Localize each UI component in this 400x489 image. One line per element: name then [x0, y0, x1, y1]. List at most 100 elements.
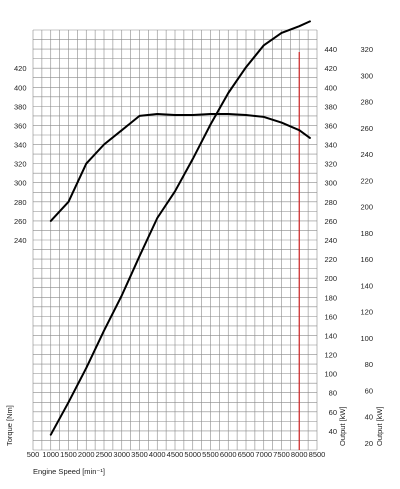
x-tick-label: 6500	[238, 450, 255, 459]
torque-tick-label: 380	[14, 102, 27, 111]
output-outer-tick-label: 300	[360, 71, 373, 80]
output-point	[245, 66, 247, 69]
output-inner-tick-label: 200	[324, 274, 337, 283]
torque-point	[298, 129, 301, 132]
output-inner-tick-label: 160	[324, 312, 337, 321]
grid	[32, 29, 318, 451]
torque-point	[191, 114, 194, 116]
output-outer-tick-label: 120	[360, 308, 373, 317]
torque-point	[309, 137, 311, 139]
x-tick-label: 3500	[131, 450, 148, 459]
torque-tick-label: 320	[14, 160, 27, 169]
output-outer-tick-label: 320	[360, 45, 373, 54]
torque-point	[209, 113, 212, 115]
output-point	[174, 190, 176, 193]
x-tick-label: 5500	[202, 450, 219, 459]
torque-point	[156, 113, 159, 115]
x-tick-label: 7000	[255, 450, 272, 459]
output-axis-title-inner: Output [kW]	[338, 406, 347, 446]
x-tick-label: 500	[27, 450, 40, 459]
torque-curve	[49, 113, 311, 222]
output-point	[298, 25, 301, 27]
output-point	[120, 294, 123, 297]
output-inner-tick-label: 440	[324, 45, 337, 54]
output-point	[280, 32, 283, 34]
torque-point	[245, 114, 247, 116]
output-point	[103, 329, 105, 332]
x-tick-label: 1000	[42, 450, 59, 459]
x-tick-label: 5000	[184, 450, 201, 459]
torque-point	[280, 121, 283, 124]
x-tick-label: 6000	[220, 450, 237, 459]
output-curve	[49, 20, 311, 436]
output-inner-tick-label: 380	[324, 102, 337, 111]
output-outer-tick-label: 220	[360, 176, 373, 185]
torque-tick-label: 240	[14, 236, 27, 245]
output-point	[227, 92, 230, 94]
x-tick-label: 8000	[291, 450, 308, 459]
x-tick-label: 2000	[78, 450, 95, 459]
output-outer-tick-label: 80	[365, 360, 373, 369]
output-point	[191, 158, 194, 160]
output-inner-tick-label: 360	[324, 121, 337, 130]
x-tick-label: 2500	[96, 450, 113, 459]
torque-tick-label: 280	[14, 198, 27, 207]
torque-tick-label: 340	[14, 141, 27, 150]
torque-point	[49, 220, 52, 222]
x-tick-label: 4000	[149, 450, 166, 459]
torque-point	[120, 129, 123, 132]
output-point	[49, 433, 52, 436]
output-outer-tick-label: 180	[360, 229, 373, 238]
torque-tick-label: 360	[14, 121, 27, 130]
output-outer-tick-label: 60	[365, 386, 373, 395]
output-point	[67, 401, 70, 404]
torque-tick-label: 260	[14, 217, 27, 226]
output-outer-tick-label: 100	[360, 334, 373, 343]
curves	[49, 20, 311, 436]
output-inner-tick-label: 240	[324, 236, 337, 245]
torque-point	[103, 143, 105, 146]
output-inner-tick-label: 120	[324, 351, 337, 360]
output-outer-tick-label: 40	[365, 413, 373, 422]
output-inner-tick-label: 420	[324, 64, 337, 73]
torque-point	[174, 114, 176, 116]
output-inner-tick-label: 60	[329, 408, 337, 417]
output-outer-tick-label: 200	[360, 203, 373, 212]
output-inner-tick-label: 340	[324, 141, 337, 150]
x-tick-label: 7500	[273, 450, 290, 459]
output-point	[85, 367, 88, 369]
output-point	[156, 217, 159, 219]
x-tick-label: 3000	[113, 450, 130, 459]
output-point	[262, 44, 265, 47]
torque-point	[262, 116, 265, 118]
output-point	[209, 123, 212, 126]
output-point	[138, 255, 141, 258]
torque-tick-label: 400	[14, 83, 27, 92]
torque-tick-label: 420	[14, 64, 27, 73]
output-inner-tick-label: 180	[324, 293, 337, 302]
x-tick-label: 8500	[309, 450, 326, 459]
output-outer-tick-label: 140	[360, 281, 373, 290]
torque-tick-label: 300	[14, 179, 27, 188]
x-tick-label: 1500	[60, 450, 77, 459]
output-outer-tick-label: 240	[360, 150, 373, 159]
output-inner-tick-label: 260	[324, 217, 337, 226]
output-inner-tick-label: 400	[324, 83, 337, 92]
torque-point	[67, 201, 70, 203]
output-outer-tick-label: 160	[360, 255, 373, 264]
output-inner-tick-label: 140	[324, 331, 337, 340]
tick-labels: 500 1000 1500 2000 2500 3000 3500 4000 4500 5000 5…	[14, 45, 373, 459]
output-inner-tick-label: 40	[329, 427, 337, 436]
torque-point	[85, 162, 88, 165]
torque-point	[227, 113, 230, 115]
output-inner-tick-label: 300	[324, 179, 337, 188]
output-point	[309, 20, 311, 23]
output-inner-tick-label: 100	[324, 370, 337, 379]
output-outer-tick-label: 20	[365, 439, 373, 448]
x-axis-title: Engine Speed [min⁻¹]	[33, 467, 105, 476]
output-outer-tick-label: 280	[360, 98, 373, 107]
output-outer-tick-label: 260	[360, 124, 373, 133]
output-inner-tick-label: 220	[324, 255, 337, 264]
